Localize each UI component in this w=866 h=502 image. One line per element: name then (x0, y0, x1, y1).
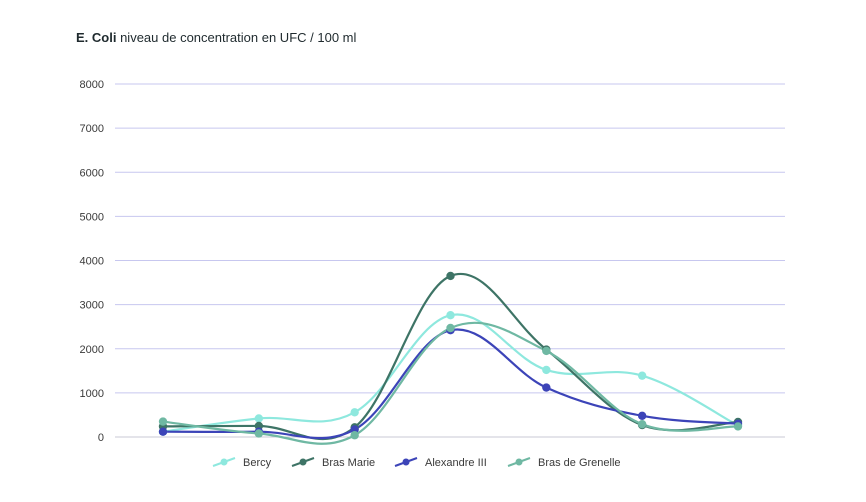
series-line-alexandre-iii (161, 328, 740, 440)
y-tick-label: 5000 (80, 211, 104, 223)
legend-swatch-marker-alexandre-iii (402, 458, 410, 466)
data-point-bras-de-grenelle (733, 422, 743, 431)
y-tick-label: 3000 (80, 300, 104, 312)
legend-label-bras-de-grenelle: Bras de Grenelle (538, 457, 621, 469)
y-axis-ticks: 0 1000 2000 3000 4000 5000 6000 7000 8000 (80, 79, 104, 444)
data-point-bercy (637, 371, 647, 380)
legend-label-bras-marie: Bras Marie (322, 457, 375, 469)
data-point-bras-de-grenelle (446, 323, 455, 333)
data-point-bercy (446, 311, 455, 320)
legend-swatch-marker-bras-marie (299, 458, 307, 466)
data-point-bercy (254, 414, 264, 423)
data-points (158, 271, 743, 440)
y-tick-label: 7000 (80, 123, 104, 135)
chart-title: E. Coli niveau de concentration en UFC /… (76, 30, 356, 45)
y-tick-label: 8000 (80, 79, 104, 91)
legend-label-bercy: Bercy (243, 457, 272, 469)
data-point-bras-de-grenelle (542, 346, 551, 356)
data-point-bercy (542, 365, 551, 375)
y-tick-label: 4000 (80, 256, 104, 268)
grid-lines (115, 83, 785, 438)
series-line-bras-marie (161, 272, 740, 440)
data-point-bras-de-grenelle (158, 417, 168, 426)
legend-swatch-marker-bercy (220, 458, 228, 466)
legend-swatch-marker-bras-de-grenelle (515, 458, 523, 466)
y-tick-label: 0 (98, 432, 104, 444)
data-point-alexandre-iii (637, 411, 647, 421)
data-point-alexandre-iii (158, 427, 168, 436)
data-point-bras-marie (446, 271, 455, 281)
data-point-bras-de-grenelle (350, 431, 359, 440)
y-tick-label: 6000 (80, 167, 104, 179)
y-tick-label: 2000 (80, 344, 104, 356)
chart-title-bold: E. Coli (76, 30, 117, 45)
chart-title-rest: niveau de concentration en UFC / 100 ml (120, 30, 357, 45)
legend: Bercy Bras Marie Alexandre III Bras de Gren… (212, 457, 621, 469)
data-point-bercy (350, 408, 359, 417)
data-point-alexandre-iii (542, 383, 551, 392)
data-point-bras-de-grenelle (637, 420, 647, 429)
series-lines (161, 272, 740, 445)
y-tick-label: 1000 (80, 388, 104, 400)
legend-label-alexandre-iii: Alexandre III (425, 457, 487, 469)
data-point-bras-de-grenelle (254, 429, 264, 438)
